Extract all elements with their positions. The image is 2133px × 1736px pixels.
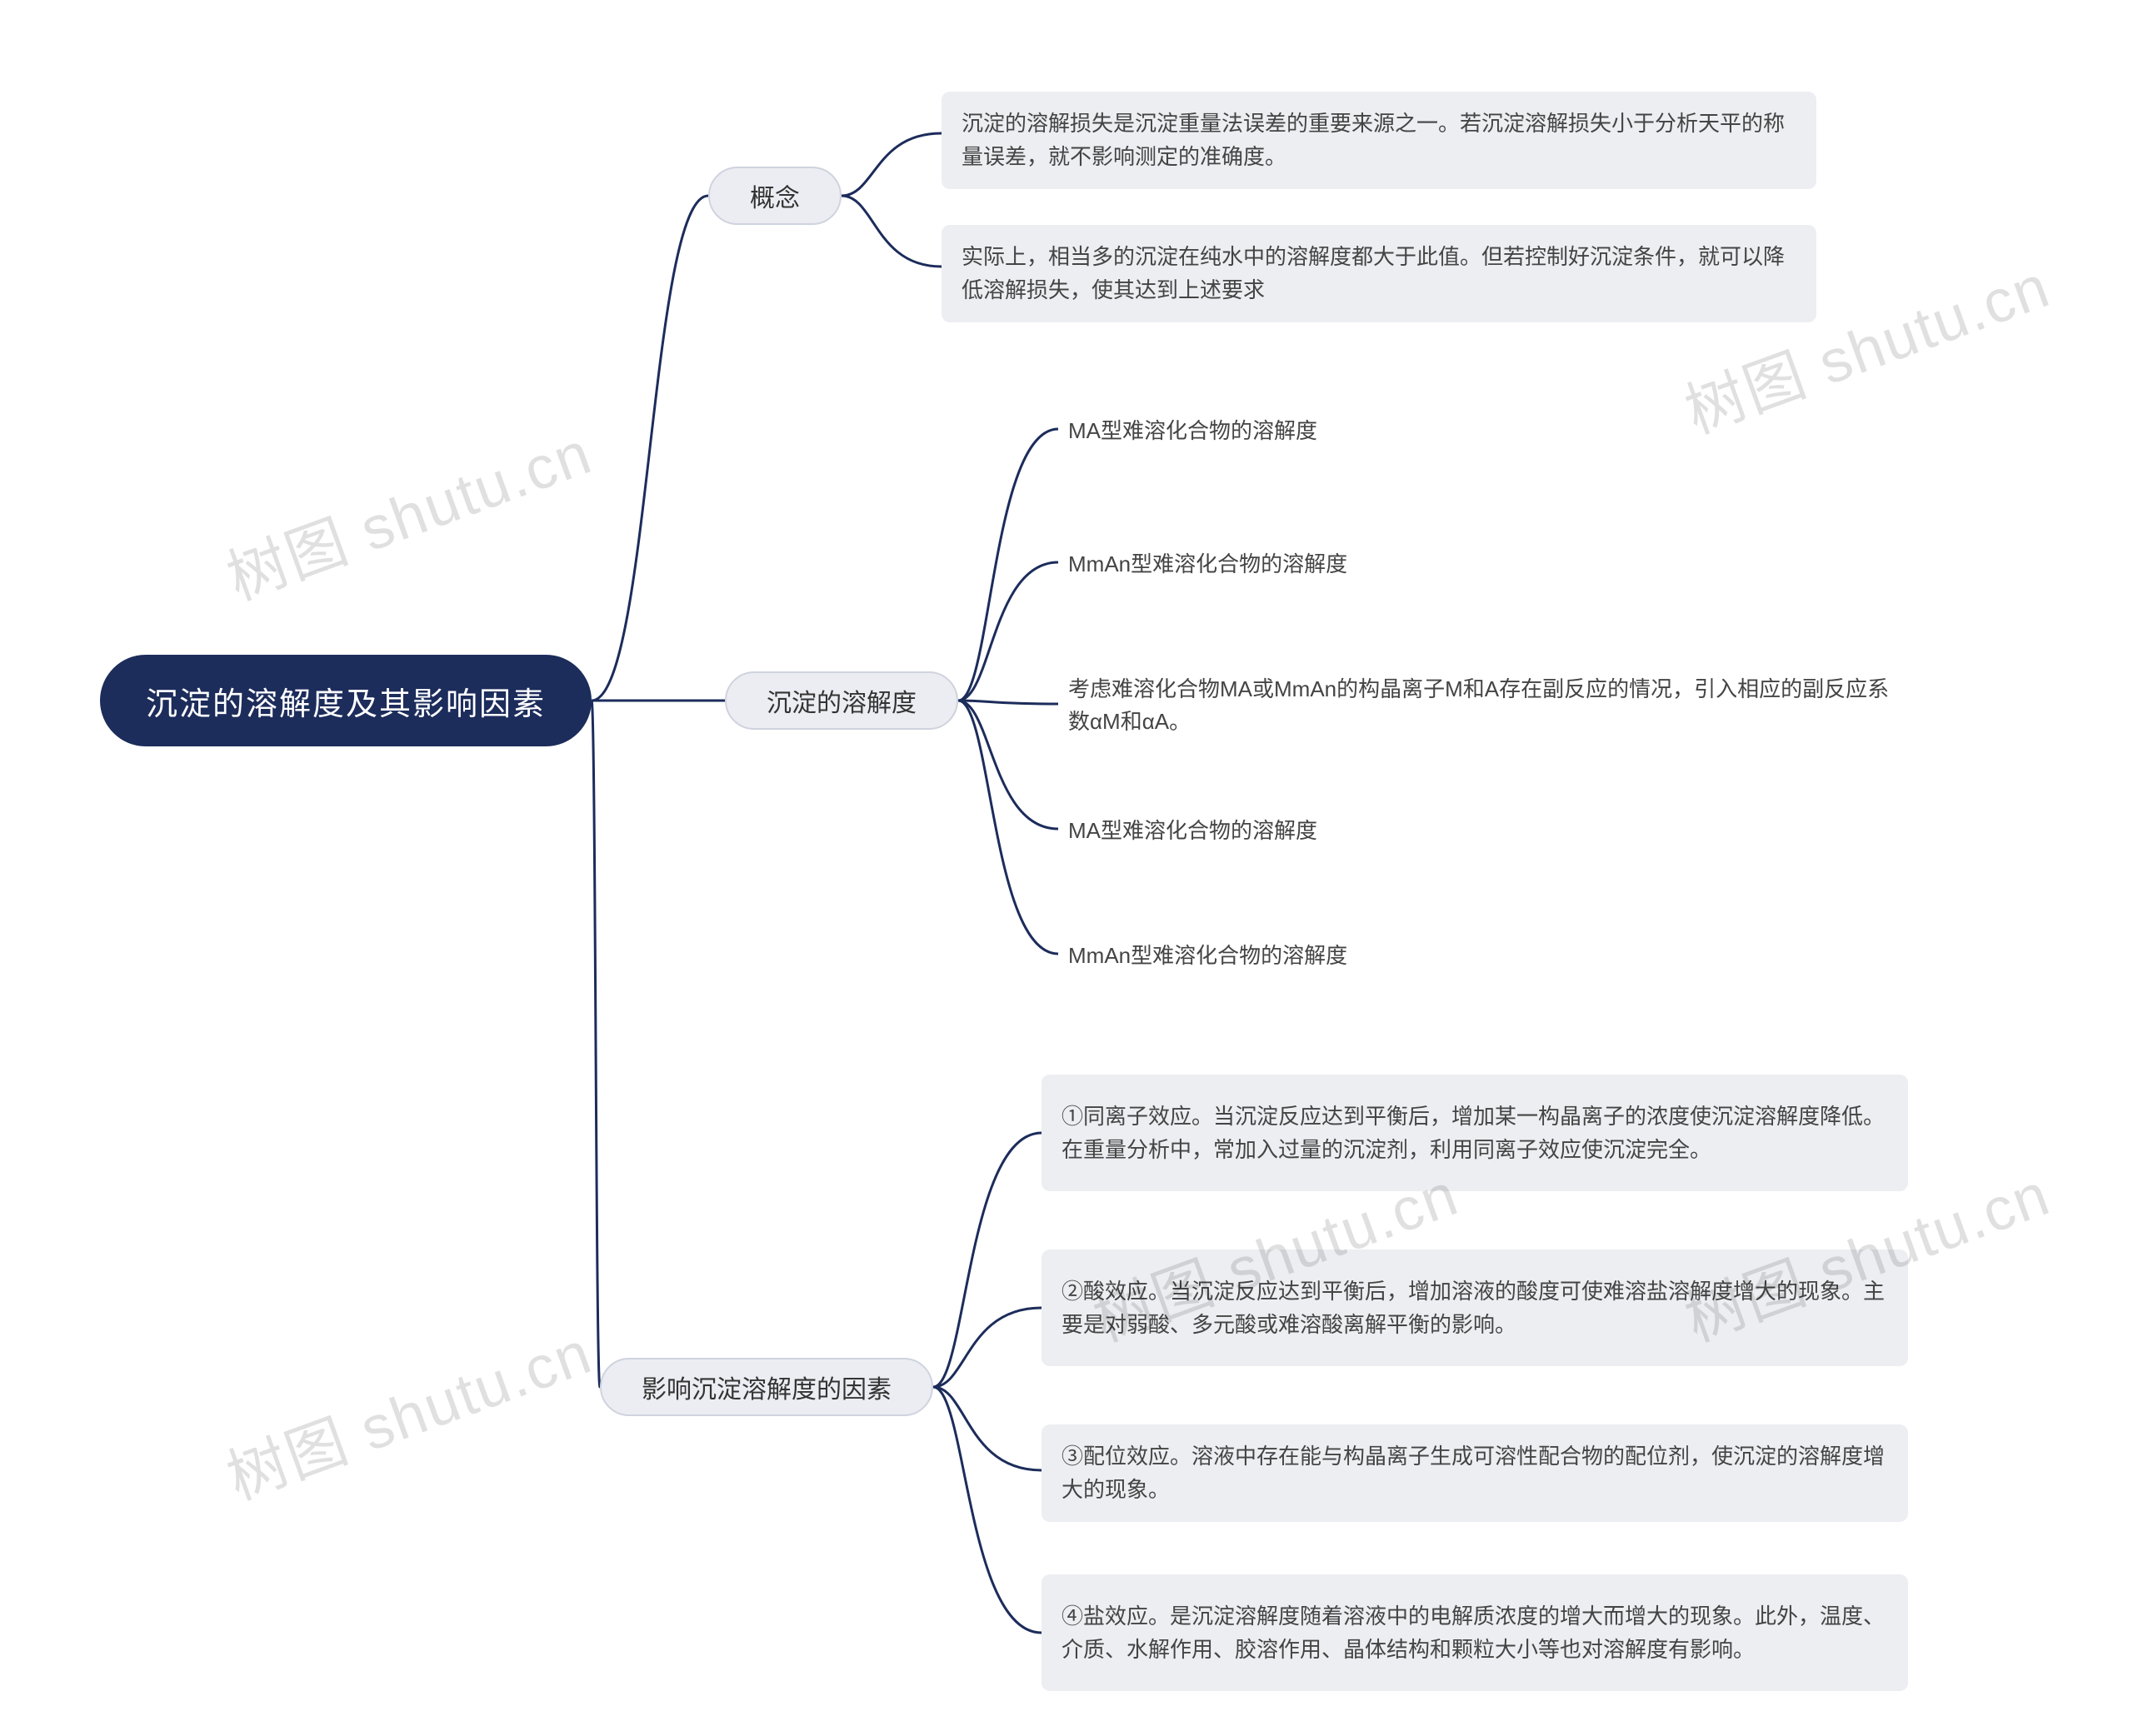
leaf-node: ②酸效应。当沉淀反应达到平衡后，增加溶液的酸度可使难溶盐溶解度增大的现象。主要是… — [1042, 1250, 1908, 1366]
leaf-text: 沉淀的溶解损失是沉淀重量法误差的重要来源之一。若沉淀溶解损失小于分析天平的称量误… — [962, 107, 1796, 174]
leaf-text: MA型难溶化合物的溶解度 — [1068, 815, 1317, 847]
leaf-text: 实际上，相当多的沉淀在纯水中的溶解度都大于此值。但若控制好沉淀条件，就可以降低溶… — [962, 240, 1796, 307]
leaf-node: 考虑难溶化合物MA或MmAn的构晶离子M和A存在副反应的情况，引入相应的副反应系… — [1058, 666, 1908, 745]
leaf-node: MA型难溶化合物的溶解度 — [1058, 808, 1491, 854]
leaf-text: MmAn型难溶化合物的溶解度 — [1068, 940, 1347, 972]
branch-node-b2: 沉淀的溶解度 — [725, 671, 958, 730]
branch-label: 影响沉淀溶解度的因素 — [642, 1369, 892, 1405]
leaf-text: MmAn型难溶化合物的溶解度 — [1068, 548, 1347, 581]
leaf-node: MmAn型难溶化合物的溶解度 — [1058, 933, 1525, 979]
leaf-node: ③配位效应。溶液中存在能与构晶离子生成可溶性配合物的配位剂，使沉淀的溶解度增大的… — [1042, 1424, 1908, 1522]
leaf-text: ②酸效应。当沉淀反应达到平衡后，增加溶液的酸度可使难溶盐溶解度增大的现象。主要是… — [1062, 1275, 1888, 1342]
leaf-text: ③配位效应。溶液中存在能与构晶离子生成可溶性配合物的配位剂，使沉淀的溶解度增大的… — [1062, 1439, 1888, 1507]
leaf-node: 沉淀的溶解损失是沉淀重量法误差的重要来源之一。若沉淀溶解损失小于分析天平的称量误… — [942, 92, 1816, 189]
leaf-node: 实际上，相当多的沉淀在纯水中的溶解度都大于此值。但若控制好沉淀条件，就可以降低溶… — [942, 225, 1816, 322]
root-label: 沉淀的溶解度及其影响因素 — [146, 678, 546, 724]
leaf-node: ①同离子效应。当沉淀反应达到平衡后，增加某一构晶离子的浓度使沉淀溶解度降低。在重… — [1042, 1075, 1908, 1191]
leaf-text: ④盐效应。是沉淀溶解度随着溶液中的电解质浓度的增大而增大的现象。此外，温度、介质… — [1062, 1599, 1888, 1667]
branch-label: 概念 — [750, 177, 800, 214]
watermark: 树图 shutu.cn — [213, 404, 602, 616]
leaf-node: ④盐效应。是沉淀溶解度随着溶液中的电解质浓度的增大而增大的现象。此外，温度、介质… — [1042, 1574, 1908, 1691]
leaf-text: ①同离子效应。当沉淀反应达到平衡后，增加某一构晶离子的浓度使沉淀溶解度降低。在重… — [1062, 1100, 1888, 1167]
watermark: 树图 shutu.cn — [213, 1304, 602, 1516]
leaf-node: MmAn型难溶化合物的溶解度 — [1058, 541, 1525, 587]
branch-node-b1: 概念 — [708, 167, 842, 225]
branch-label: 沉淀的溶解度 — [767, 682, 917, 719]
root-node: 沉淀的溶解度及其影响因素 — [100, 655, 592, 746]
leaf-text: 考虑难溶化合物MA或MmAn的构晶离子M和A存在副反应的情况，引入相应的副反应系… — [1068, 673, 1898, 738]
leaf-text: MA型难溶化合物的溶解度 — [1068, 415, 1317, 447]
leaf-node: MA型难溶化合物的溶解度 — [1058, 408, 1491, 454]
branch-node-b3: 影响沉淀溶解度的因素 — [600, 1358, 933, 1416]
